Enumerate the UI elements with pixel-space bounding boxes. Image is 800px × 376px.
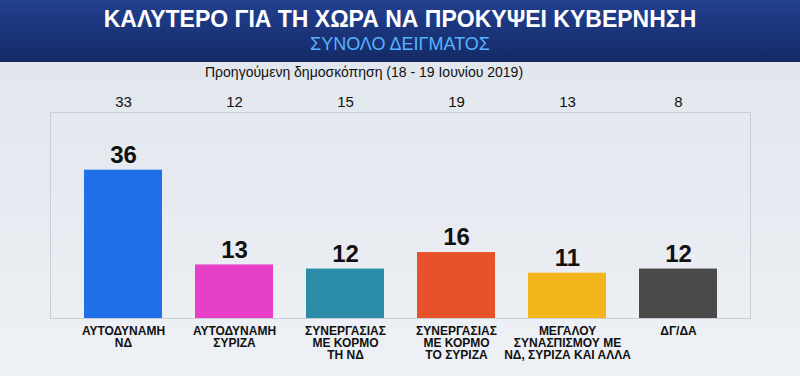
html-text:ΚΑΛΥΤΕΡΟ ΓΙΑ ΤΗ ΧΩΡΑ ΝΑ ΠΡΟΚΥΨ: ΚΑΛΥΤΕΡΟ ΓΙΑ ΤΗ ΧΩΡΑ ΝΑ ΠΡΟΚΥΨΕΙ ΚΥΒΕΡΝΗ… — [103, 6, 697, 32]
svg-text:ΑΥΤΟΔΥΝΑΜΗΣΥΡΙΖΑ: ΑΥΤΟΔΥΝΑΜΗΣΥΡΙΖΑ — [193, 324, 276, 350]
svg-text:16: 16 — [443, 223, 470, 250]
svg-text:19: 19 — [448, 93, 465, 110]
svg-text:33: 33 — [115, 93, 132, 110]
svg-text:36: 36 — [110, 141, 137, 168]
svg-text:12: 12 — [226, 93, 243, 110]
svg-text:11: 11 — [555, 244, 580, 271]
svg-text:13: 13 — [559, 93, 576, 110]
svg-text:13: 13 — [221, 236, 248, 263]
svg-text:8: 8 — [674, 93, 682, 110]
html-text:ΣΥΝΟΛΟ ΔΕΙΓΜΑΤΟΣ: ΣΥΝΟΛΟ ΔΕΙΓΜΑΤΟΣ — [310, 34, 490, 54]
svg-text:12: 12 — [332, 240, 359, 267]
svg-text:15: 15 — [337, 93, 354, 110]
svg-text:ΣΥΝΕΡΓΑΣΙΑΣΜΕ ΚΟΡΜΟΤΟ ΣΥΡΙΖΑ: ΣΥΝΕΡΓΑΣΙΑΣΜΕ ΚΟΡΜΟΤΟ ΣΥΡΙΖΑ — [416, 324, 497, 362]
svg-text:ΔΓ/ΔΑ: ΔΓ/ΔΑ — [660, 324, 697, 338]
svg-text:ΜΕΓΑΛΟΥΣΥΝΑΣΠΙΣΜΟΥ ΜΕΝΔ, ΣΥΡΙΖ: ΜΕΓΑΛΟΥΣΥΝΑΣΠΙΣΜΟΥ ΜΕΝΔ, ΣΥΡΙΖΑ ΚΑΙ ΑΛΛΑ — [504, 324, 631, 362]
html-text:Προηγούμενη δημοσκόπηση (18 -: Προηγούμενη δημοσκόπηση (18 - 19 Ιουνίου… — [205, 64, 523, 80]
svg-text:12: 12 — [665, 240, 692, 267]
svg-text:ΣΥΝΕΡΓΑΣΙΑΣΜΕ ΚΟΡΜΟΤΗ ΝΔ: ΣΥΝΕΡΓΑΣΙΑΣΜΕ ΚΟΡΜΟΤΗ ΝΔ — [305, 324, 386, 362]
svg-text:ΑΥΤΟΔΥΝΑΜΗΝΔ: ΑΥΤΟΔΥΝΑΜΗΝΔ — [82, 324, 165, 350]
